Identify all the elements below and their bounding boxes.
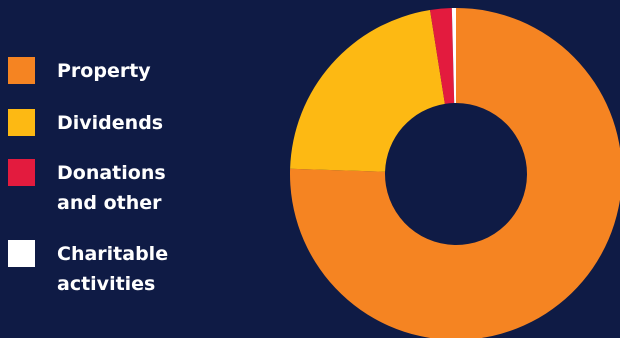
legend-label-donations: Donations and other xyxy=(57,162,166,214)
slice-dividends xyxy=(290,10,445,172)
chart-legend: Property Dividends Donations and other C… xyxy=(0,0,240,338)
legend-item-charitable: Charitable activities xyxy=(8,240,168,299)
legend-swatch-donations xyxy=(8,159,35,186)
legend-item-donations: Donations and other xyxy=(8,159,166,218)
legend-swatch-dividends xyxy=(8,109,35,136)
legend-swatch-charitable xyxy=(8,240,35,267)
legend-label-charitable: Charitable activities xyxy=(57,243,169,295)
slice-property xyxy=(290,8,620,338)
legend-item-dividends: Dividends xyxy=(8,109,163,138)
legend-label-dividends: Dividends xyxy=(57,112,164,134)
legend-swatch-property xyxy=(8,57,35,84)
slice-donations-and-other xyxy=(430,8,455,104)
legend-label-property: Property xyxy=(57,60,151,82)
slice-charitable-activities xyxy=(451,8,456,104)
donut-slices xyxy=(290,8,620,338)
legend-item-property: Property xyxy=(8,57,151,86)
